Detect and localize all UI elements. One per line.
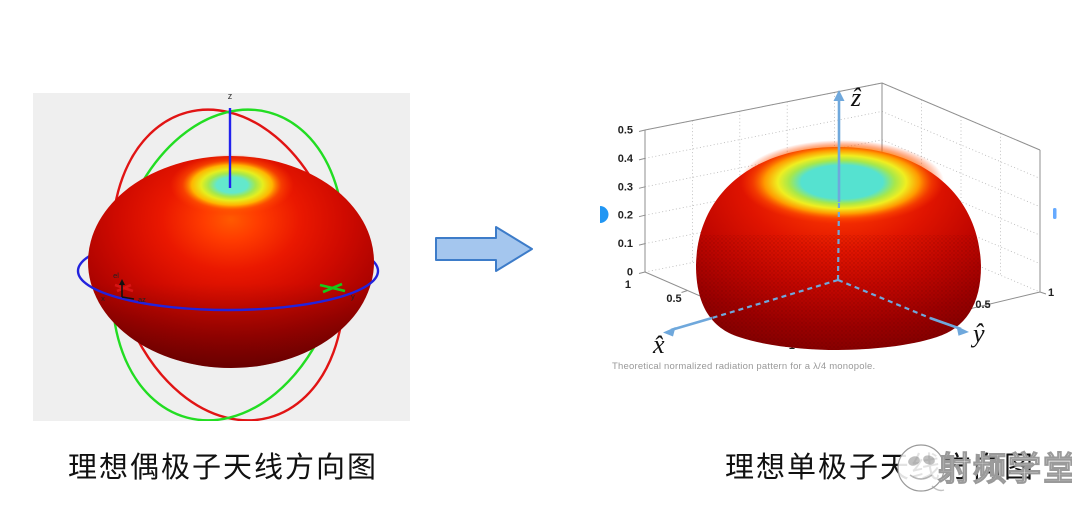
z-tick-0.5: 0.5 [618, 125, 633, 137]
el-az-marker: el az x [101, 271, 146, 304]
axis-arrows [663, 90, 969, 337]
equator-circle-front-arc [76, 270, 380, 312]
x-hat-label: x̂ [652, 330, 665, 359]
z-tick-0.3: 0.3 [618, 181, 633, 193]
right-figure-caption: 理想单极子天线方向图 [724, 452, 1035, 484]
watermark-text: 射频学堂 [938, 450, 1072, 488]
blue-dash-marker [1053, 208, 1057, 219]
dome-mesh-texture [696, 235, 981, 350]
dipole-pattern-plot: z el az x y [33, 91, 410, 421]
z-axis-label: z [228, 91, 233, 101]
el-label: el [113, 271, 119, 280]
z-tick-0.2: 0.2 [618, 210, 633, 222]
watermark: 射频学堂 [897, 444, 1072, 492]
transform-arrow [435, 226, 533, 272]
dashed-axes [711, 201, 931, 320]
right-figure-note: Theoretical normalized radiation pattern… [612, 361, 876, 372]
x-tick-1: 1 [625, 279, 631, 291]
x-axis-label: x [101, 294, 105, 303]
monopole-null-depression [740, 140, 944, 224]
z-tick-0.1: 0.1 [618, 238, 633, 250]
x-tick-0.5: 0.5 [666, 293, 681, 305]
z-tick-0.4: 0.4 [618, 153, 634, 165]
left-figure-caption: 理想偶极子天线方向图 [67, 452, 378, 484]
dipole-torus-shading [88, 156, 374, 368]
y-hat-label: ŷ [970, 319, 985, 348]
blue-half-dot-marker [600, 206, 609, 223]
z-hat-label: ẑ [850, 83, 862, 112]
y-tick-0.5: 0.5 [975, 299, 990, 311]
y-axis-label: y [351, 292, 355, 301]
az-label: az [138, 295, 146, 304]
monopole-pattern-plot: 0.5 0.4 0.3 0.2 0.1 0 1 0.5 0 -0.5 -1 -1… [600, 82, 1057, 359]
watermark-logo-icon [897, 444, 945, 492]
y-axis-marker: y [319, 282, 355, 301]
block-arrow-right-icon [435, 226, 533, 272]
z-tick-0: 0 [627, 267, 633, 279]
y-tick-1: 1 [1048, 287, 1054, 299]
dipole-null-depression [170, 154, 294, 216]
